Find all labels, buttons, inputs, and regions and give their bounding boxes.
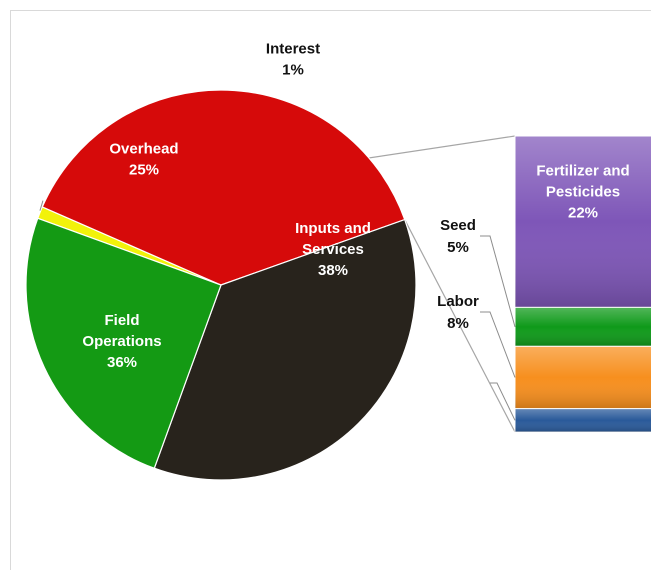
pie-label-inputs-and-services: Services: [302, 241, 364, 258]
leader-line-seed: [480, 235, 516, 327]
bar-label-fertilizer-and-pesticides: Pesticides: [546, 184, 620, 201]
pie-label-field-operations: Field: [104, 312, 139, 329]
bar-pct-fertilizer-and-pesticides: 22%: [568, 205, 598, 222]
pie-label-overhead: Overhead: [109, 140, 178, 157]
pie-pct-inputs-and-services: 38%: [318, 262, 348, 279]
bar-segment-shade: [515, 136, 651, 308]
bar-pct-seed: 5%: [447, 239, 469, 256]
leader-line-interest: [39, 200, 44, 211]
pie-label-field-operations: Operations: [82, 333, 161, 350]
bar-pct-labor: 8%: [447, 315, 469, 332]
pie-pct-interest: 1%: [282, 61, 304, 78]
pie-slice-inputs-and-services: [41, 89, 406, 286]
pie-pct-overhead: 25%: [129, 161, 159, 178]
pie-pct-field-operations: 36%: [107, 354, 137, 371]
pie-label-inputs-and-services: Inputs and: [295, 220, 371, 237]
bar-label-fertilizer-and-pesticides: Fertilizer and: [536, 163, 629, 180]
pie-slice-field-operations: [153, 218, 417, 481]
chart-frame: [10, 10, 651, 570]
leader-line-labor: [480, 311, 516, 378]
bar-segment-shade: [515, 408, 651, 432]
bar-segment-shade: [515, 307, 651, 347]
bar-label-labor: Labor: [437, 293, 479, 310]
pie-label-interest: Interest: [266, 40, 320, 57]
bar-label-seed: Seed: [440, 217, 476, 234]
connector-line-bottom: [404, 219, 516, 433]
bar-segment-shade: [515, 346, 651, 409]
leader-line-other: [490, 382, 516, 421]
pie-slice-overhead: [25, 217, 222, 470]
label-group: Interest 1% Inputs and Services 38% Field Oper…: [39, 40, 630, 421]
pie-group: [25, 89, 417, 481]
bar-group: [514, 135, 651, 433]
